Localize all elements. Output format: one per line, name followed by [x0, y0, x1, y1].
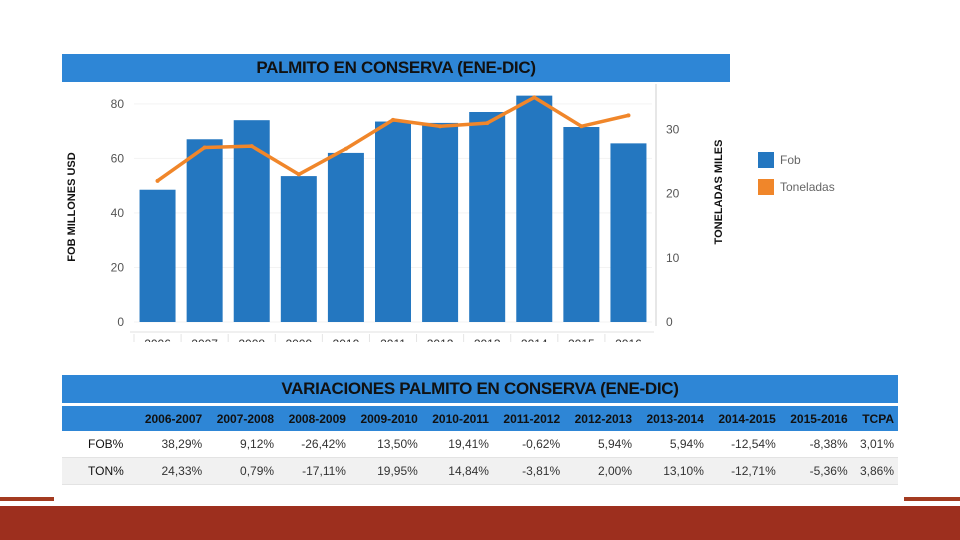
- bar-fob-2013: [469, 112, 506, 322]
- table-cell: 19,41%: [421, 431, 493, 458]
- table-cell: -26,42%: [278, 431, 350, 458]
- table-header-cell: 2012-2013: [564, 406, 637, 431]
- table-header-row: 2006-2007 2007-2008 2008-2009 2009-2010 2010…: [62, 406, 898, 431]
- table-row-label: FOB%: [62, 431, 135, 458]
- chart-legend: Fob Toneladas: [758, 146, 835, 200]
- point-toneladas-2014: [532, 95, 537, 100]
- variations-table-panel: VARIACIONES PALMITO EN CONSERVA (ENE-DIC…: [62, 375, 898, 489]
- legend-swatch-fob: [758, 151, 774, 168]
- table-header-cell: 2010-2011: [421, 406, 493, 431]
- table-header-corner: [62, 406, 135, 431]
- y-tick-label-60: 60: [111, 151, 125, 165]
- table-row-label: TON%: [62, 457, 135, 485]
- table-cell: 3,01%: [851, 431, 898, 458]
- table-header-cell: 2013-2014: [636, 406, 708, 431]
- y2-axis-title: TONELADAS MILES: [713, 140, 725, 245]
- bar-fob-2008: [233, 120, 270, 322]
- bar-fob-2016: [610, 143, 647, 322]
- bar-fob-2009: [280, 176, 317, 322]
- point-toneladas-2010: [343, 146, 348, 151]
- point-toneladas-2006: [155, 178, 160, 183]
- x-tick-label-2016: 2016: [615, 337, 642, 342]
- point-toneladas-2015: [579, 124, 584, 129]
- x-tick-label-2008: 2008: [238, 337, 265, 342]
- point-toneladas-2007: [202, 145, 207, 150]
- footer-band: [0, 506, 960, 540]
- table-header-cell: 2008-2009: [278, 406, 350, 431]
- legend-swatch-toneladas: [758, 178, 774, 195]
- x-tick-label-2015: 2015: [568, 337, 595, 342]
- table-header-cell: 2015-2016: [779, 406, 852, 431]
- table-title: VARIACIONES PALMITO EN CONSERVA (ENE-DIC…: [62, 375, 898, 403]
- point-toneladas-2012: [438, 124, 443, 129]
- x-tick-label-2011: 2011: [380, 337, 406, 342]
- y2-tick-label-30: 30: [666, 122, 680, 136]
- point-toneladas-2016: [626, 113, 631, 118]
- table-header-cell: TCPA: [851, 406, 898, 431]
- x-tick-label-2009: 2009: [285, 337, 312, 342]
- chart-svg: 0 20 40 60 80 0 10 20 30 FOB MILLONES USD TONELADA…: [66, 84, 725, 342]
- y-axis-title: FOB MILLONES USD: [66, 152, 78, 261]
- y-tick-label-40: 40: [111, 206, 125, 220]
- chart-title: PALMITO EN CONSERVA (ENE-DIC): [62, 54, 730, 82]
- point-toneladas-2008: [249, 144, 254, 149]
- x-tick-label-2007: 2007: [191, 337, 218, 342]
- point-toneladas-2009: [296, 172, 301, 177]
- table-cell: 5,94%: [636, 431, 708, 458]
- table-cell: -5,36%: [779, 457, 852, 485]
- table-cell: 14,84%: [421, 457, 493, 485]
- table-cell: 13,50%: [349, 431, 422, 458]
- bar-fob-2007: [186, 139, 223, 322]
- table-cell: -0,62%: [492, 431, 565, 458]
- table-cell: 2,00%: [564, 457, 637, 485]
- bar-fob-2011: [375, 121, 411, 322]
- table-row: FOB% 38,29% 9,12% -26,42% 13,50% 19,41% -0,62%…: [62, 431, 898, 458]
- y2-tick-label-10: 10: [666, 251, 680, 265]
- bar-fob-2012: [422, 122, 459, 322]
- table-cell: 0,79%: [206, 457, 279, 485]
- legend-item-fob: Fob: [758, 146, 835, 173]
- table-cell: -12,71%: [707, 457, 780, 485]
- y-tick-label-0: 0: [117, 315, 124, 329]
- table-cell: 38,29%: [134, 431, 207, 458]
- table-header-cell: 2011-2012: [492, 406, 565, 431]
- table-row: TON% 24,33% 0,79% -17,11% 19,95% 14,84% -3,81%…: [62, 457, 898, 485]
- table-header-cell: 2014-2015: [707, 406, 780, 431]
- table-cell: 24,33%: [134, 457, 207, 485]
- variations-table: 2006-2007 2007-2008 2008-2009 2009-2010 2010…: [62, 406, 898, 485]
- table-cell: 19,95%: [349, 457, 422, 485]
- footer-accent-line: [0, 497, 960, 501]
- chart-area: 0 20 40 60 80 0 10 20 30 FOB MILLONES USD TONELADA…: [62, 82, 730, 342]
- y2-tick-label-20: 20: [666, 187, 680, 201]
- x-tick-label-2013: 2013: [474, 337, 501, 342]
- point-toneladas-2011: [391, 117, 395, 122]
- table-cell: 3,86%: [851, 457, 898, 485]
- table-cell: 9,12%: [206, 431, 279, 458]
- table-header-cell: 2009-2010: [349, 406, 422, 431]
- x-tick-label-2012: 2012: [427, 337, 454, 342]
- bar-fob-2014: [516, 95, 553, 322]
- bar-fob-2015: [563, 127, 600, 322]
- bar-fob-2010: [327, 152, 364, 322]
- table-cell: -8,38%: [779, 431, 852, 458]
- table-cell: -3,81%: [492, 457, 565, 485]
- legend-label-toneladas: Toneladas: [780, 179, 835, 194]
- table-cell: -17,11%: [278, 457, 350, 485]
- y-tick-label-20: 20: [111, 260, 125, 274]
- x-tick-label-2006: 2006: [144, 337, 171, 342]
- legend-label-fob: Fob: [780, 152, 801, 167]
- point-toneladas-2013: [485, 121, 490, 126]
- table-cell: -12,54%: [707, 431, 780, 458]
- table-cell: 13,10%: [636, 457, 708, 485]
- legend-item-toneladas: Toneladas: [758, 173, 835, 200]
- bar-fob-2006: [139, 189, 176, 322]
- y-tick-label-80: 80: [111, 97, 125, 111]
- y2-tick-label-0: 0: [666, 315, 673, 329]
- table-cell: 5,94%: [564, 431, 637, 458]
- x-tick-label-2014: 2014: [521, 337, 548, 342]
- table-header-cell: 2006-2007: [134, 406, 207, 431]
- x-tick-label-2010: 2010: [333, 337, 360, 342]
- table-header-cell: 2007-2008: [206, 406, 279, 431]
